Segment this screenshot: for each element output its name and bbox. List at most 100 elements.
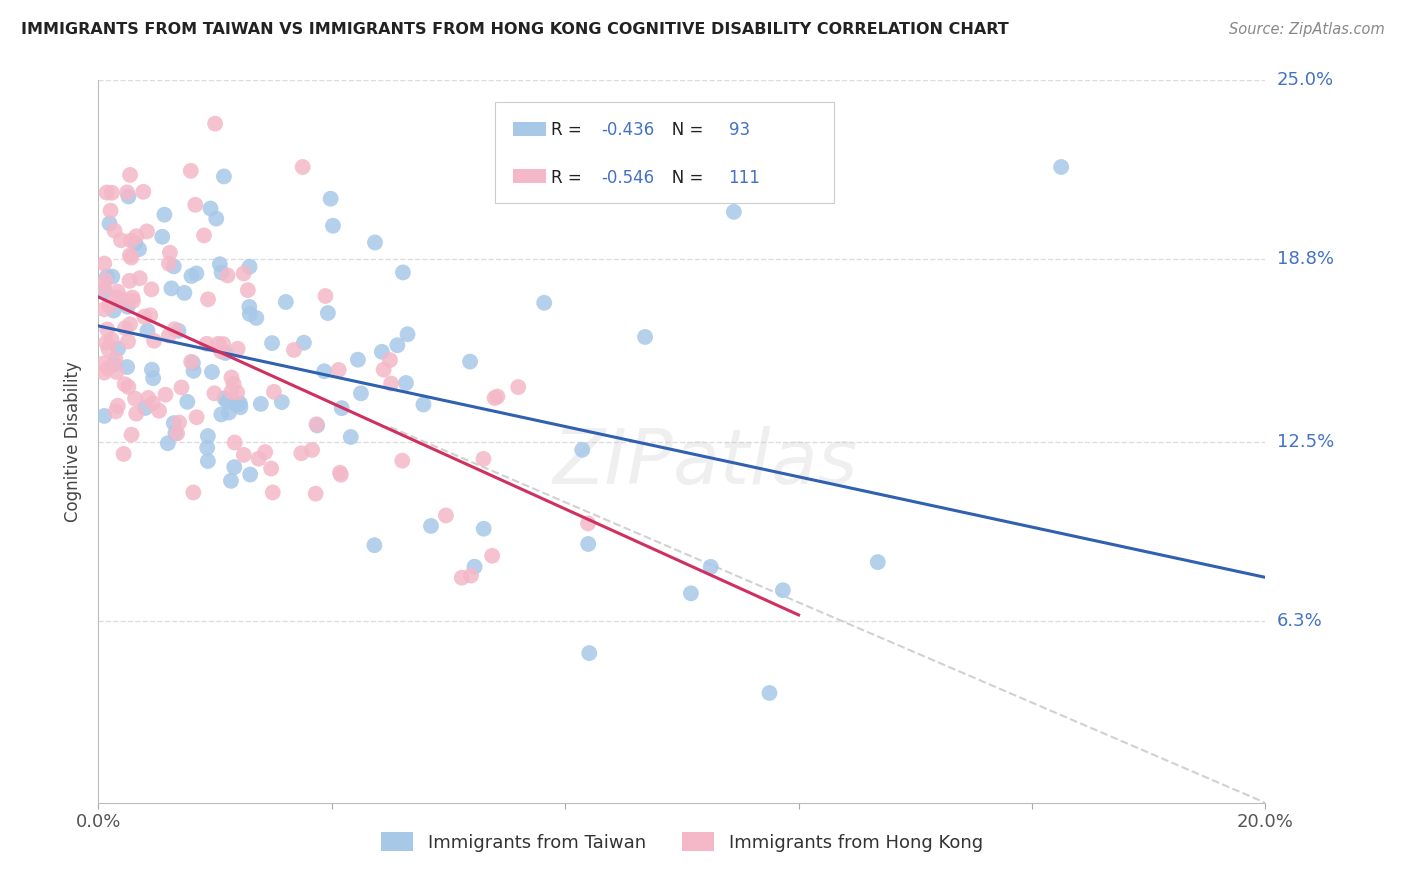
Point: [128, 242, 150, 256]
Point: [420, 519, 443, 533]
Text: 25.0%: 25.0%: [1277, 71, 1334, 89]
Point: [292, 335, 315, 350]
Point: [305, 417, 328, 432]
FancyBboxPatch shape: [495, 102, 834, 203]
Point: [314, 364, 336, 378]
Point: [508, 380, 530, 394]
Point: [291, 160, 314, 174]
Point: [328, 363, 350, 377]
Point: [101, 269, 124, 284]
Point: [380, 376, 402, 391]
Point: [329, 467, 352, 482]
Point: [100, 333, 122, 347]
Point: [195, 336, 218, 351]
Point: [245, 310, 267, 325]
Point: [396, 327, 419, 342]
Point: [136, 391, 159, 405]
Point: [117, 334, 139, 349]
Point: [141, 362, 163, 376]
Text: 18.8%: 18.8%: [1277, 251, 1333, 268]
Point: [142, 371, 165, 385]
Point: [214, 346, 236, 360]
Point: [195, 441, 218, 455]
Point: [97, 361, 120, 376]
Text: 6.3%: 6.3%: [1277, 612, 1322, 630]
Point: [578, 646, 600, 660]
Point: [93, 302, 115, 317]
Point: [387, 338, 409, 352]
Point: [458, 354, 481, 368]
Point: [166, 426, 188, 441]
Point: [93, 356, 115, 370]
Point: [132, 185, 155, 199]
Point: [96, 335, 118, 350]
Point: [226, 342, 249, 356]
Point: [186, 410, 208, 425]
Point: [125, 407, 148, 421]
Point: [163, 322, 186, 336]
Point: [197, 454, 219, 468]
Point: [117, 300, 139, 314]
Point: [391, 453, 413, 467]
Point: [363, 538, 385, 552]
Point: [163, 416, 186, 430]
Point: [121, 427, 143, 442]
Point: [97, 342, 120, 356]
Point: [239, 467, 262, 482]
Point: [155, 387, 177, 401]
Point: [260, 461, 283, 475]
Point: [96, 186, 118, 200]
Point: [239, 307, 262, 321]
Point: [93, 285, 115, 300]
Point: [207, 336, 229, 351]
Point: [208, 257, 231, 271]
Point: [225, 398, 247, 412]
Text: N =: N =: [657, 169, 709, 186]
Point: [330, 401, 353, 416]
Point: [120, 234, 142, 248]
Point: [104, 357, 127, 371]
Point: [110, 233, 132, 247]
Point: [772, 583, 794, 598]
FancyBboxPatch shape: [513, 169, 546, 184]
Point: [142, 396, 165, 410]
Point: [392, 265, 415, 279]
Point: [322, 219, 344, 233]
Point: [412, 397, 434, 411]
Point: [283, 343, 305, 357]
Point: [118, 248, 141, 262]
Legend: Immigrants from Taiwan, Immigrants from Hong Kong: Immigrants from Taiwan, Immigrants from …: [374, 825, 990, 859]
Point: [319, 192, 342, 206]
Point: [307, 418, 329, 433]
Point: [120, 251, 142, 265]
Point: [124, 392, 146, 406]
Point: [472, 522, 495, 536]
Point: [460, 568, 482, 582]
Point: [197, 293, 219, 307]
Point: [93, 409, 115, 423]
Point: [107, 342, 129, 356]
Point: [270, 395, 292, 409]
Point: [96, 269, 118, 284]
Point: [112, 292, 135, 306]
Point: [219, 474, 242, 488]
Point: [221, 370, 243, 384]
Point: [120, 318, 142, 332]
Point: [700, 559, 723, 574]
Point: [229, 396, 252, 410]
Point: [576, 537, 599, 551]
Point: [214, 392, 236, 406]
Point: [679, 586, 702, 600]
Point: [290, 446, 312, 460]
Point: [339, 430, 361, 444]
Point: [157, 328, 180, 343]
Point: [236, 283, 259, 297]
Point: [170, 380, 193, 394]
Point: [395, 376, 418, 390]
Point: [184, 198, 207, 212]
Point: [238, 260, 260, 274]
Point: [98, 298, 121, 312]
Point: [180, 355, 202, 369]
Point: [134, 310, 156, 324]
Point: [373, 362, 395, 376]
